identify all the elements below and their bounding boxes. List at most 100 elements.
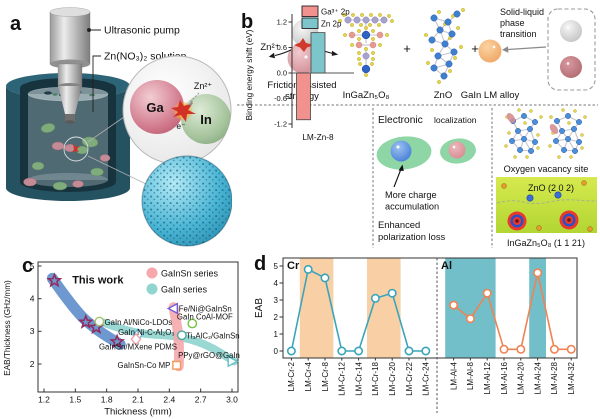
sphere-connector-line [87,155,147,185]
zno-caption: ZnO [434,90,452,101]
pump-callout-dot [87,28,91,32]
atom [424,33,428,37]
panel-a-illustration: a [6,7,232,247]
atom [517,147,523,153]
series-line-al [453,272,572,351]
arrowhead [398,164,404,171]
bar-ylabel: Binding energy shift (eV) [244,29,254,120]
point-label-gain-al-nico-ldos: GaIn Al/NiCo-LDOs [105,318,173,327]
ga-sphere [130,80,184,134]
zn-ion-label: Zn²⁺ [194,81,213,91]
solution-callout-line [92,55,101,112]
category-label-lm-cr-4: LM-Cr-4 [304,361,313,391]
vacancy-caption: Oxygen vacancy site [504,164,589,174]
point-label-gainsn-mxene-pdms: GaInSn/MXene PDMS [99,343,177,352]
atom [576,139,582,145]
porous-sphere [141,155,232,247]
atom [569,155,573,159]
category-label-lm-al-8: LM-Al-8 [466,361,475,390]
phase-transition-box [547,8,596,91]
point-lm-cr-22 [404,346,414,356]
oxygen-vacancy-section: Oxygen vacancy site ZnO (2 0 2) [496,108,598,248]
point-lm-cr-20 [387,288,397,298]
atom [358,62,362,66]
atom-dot [536,225,542,231]
electronic-title-main: Electronic [378,115,423,126]
atom [561,147,567,153]
ytick-label: 4 [30,293,35,303]
electron-label: e⁻ [176,121,185,131]
vacancy-cluster-2 [548,108,587,159]
atom [453,10,461,18]
atom [350,23,354,27]
bar-legend-swatch [301,17,319,29]
atom [445,60,453,68]
atom [361,64,371,74]
point-label-ppy-rgo-gain: PPy@rGO@GaIn [178,351,240,360]
zno-crystal-structure [424,8,465,84]
atom [357,37,361,41]
charge-density-map: ZnO (2 0 2) [496,177,598,233]
category-label-lm-cr-18: LM-Cr-18 [371,361,380,395]
electronic-title-sub: localization [434,115,477,125]
atom [561,108,565,112]
charge-ring-feature [507,211,527,231]
point-ti-alc-gainsn [176,330,187,341]
point-lm-al-28 [549,344,559,354]
point-label-gainsn-co-mp: GaInSn-Co MP [118,361,171,370]
atom [515,128,521,134]
atom [529,109,533,113]
atom [371,51,375,55]
highlight-dot [452,145,456,149]
arrowhead [331,50,339,56]
atom [350,43,354,47]
atom [348,31,356,39]
legend-label: GaIn series [161,284,208,294]
in-label: In [200,112,212,127]
this-work-annotation: This work [72,274,124,286]
point-this-work [109,333,126,349]
arrowhead [268,52,275,59]
atom [371,37,375,41]
atom [353,16,361,24]
atom [390,19,394,23]
atom [456,26,460,30]
friction-spark-icon [171,100,196,122]
zn-ion-label: Zn²⁺ [260,42,279,53]
category-label-lm-al-12: LM-Al-12 [483,361,492,394]
ytick-label: 2 [274,313,279,322]
y-axis-label: EAB/Thickness (GHz/mm) [3,280,12,376]
binding-energy-bar-chart: 1.2 0.6 0.0 -0.6 -1.2 Binding energy shift (e… [244,5,354,142]
xtick-label: 2.4 [163,395,175,405]
point-lm-al-8 [465,314,475,324]
lm-droplet-inset: Ga In e⁻ Zn²⁺ [122,55,232,165]
panel-a-label: a [10,13,22,35]
atom [369,41,377,49]
ytick-label: 0 [274,347,279,356]
atom [572,148,578,154]
x-axis-label: Thickness (mm) [104,407,172,418]
transition-text-1: Solid-liquid [500,7,544,17]
polarization-note-1: Enhanced [378,219,420,230]
bar-legend-label: Zn 2p [321,20,342,29]
category-label-lm-cr-20: LM-Cr-20 [388,361,397,395]
zno-plane-label: ZnO (2 0 2) [528,183,574,193]
in-sphere [181,94,231,144]
lm-droplets [23,123,111,191]
atom [504,144,508,148]
atom [565,136,571,142]
atom [576,119,582,125]
atom [385,33,389,37]
point-label-gain-coal-mof: GaIn CoAl-MOF [177,313,233,322]
atom [559,128,565,134]
point-lm-cr-2 [286,346,296,356]
category-label-lm-al-28: LM-Al-28 [550,361,559,394]
xtick-label: 1.8 [101,395,113,405]
atom [583,115,587,119]
atom [362,52,370,60]
zn-ion-arrow [189,92,200,103]
atom [554,118,560,124]
zn-atom-dot [554,191,562,199]
atom [440,72,448,80]
panel-c-label: c [22,255,33,277]
